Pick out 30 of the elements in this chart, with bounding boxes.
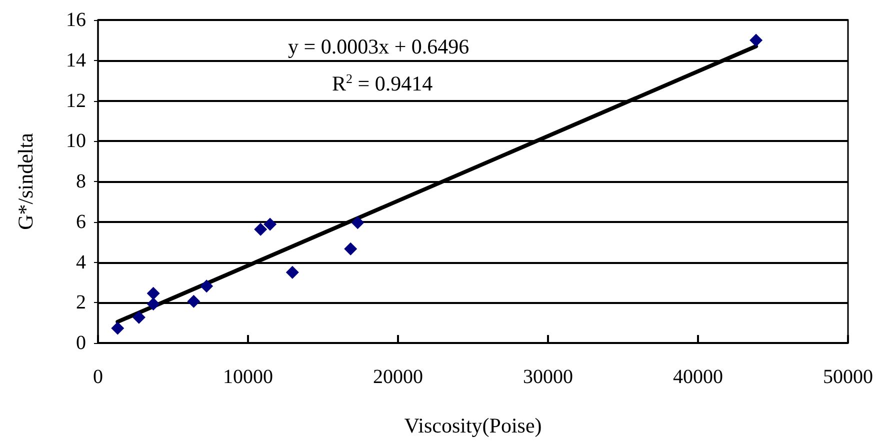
y-tick-label: 10 [66,130,86,152]
x-tick-label: 0 [93,366,103,388]
y-tick-label: 4 [76,251,86,274]
y-tick-label: 0 [76,332,86,354]
point [111,322,124,335]
x-tick-label: 10000 [223,366,273,388]
y-tick-label: 2 [76,292,86,314]
point [286,266,299,279]
y-tick-label: 14 [66,49,86,72]
x-tick-label: 50000 [823,366,873,388]
point [344,242,358,256]
y-tick-label: 8 [76,170,86,192]
annotation: y = 0.0003x + 0.6496 [288,34,470,58]
y-tick-label: 6 [76,210,86,233]
point [254,222,268,236]
point [187,294,200,308]
point [750,34,763,47]
y-tick-label: 16 [66,9,86,31]
y-axis-title: G*/sindelta [14,132,38,230]
point [351,216,364,230]
x-tick-label: 20000 [373,366,423,388]
point [264,218,277,231]
x-tick-label: 40000 [673,366,723,388]
point [132,310,146,324]
x-tick-label: 30000 [523,366,573,388]
point [146,298,160,311]
point [146,286,160,300]
point [200,280,214,293]
x-axis-title: Viscosity(Poise) [404,414,542,438]
y-tick-label: 12 [66,90,86,112]
